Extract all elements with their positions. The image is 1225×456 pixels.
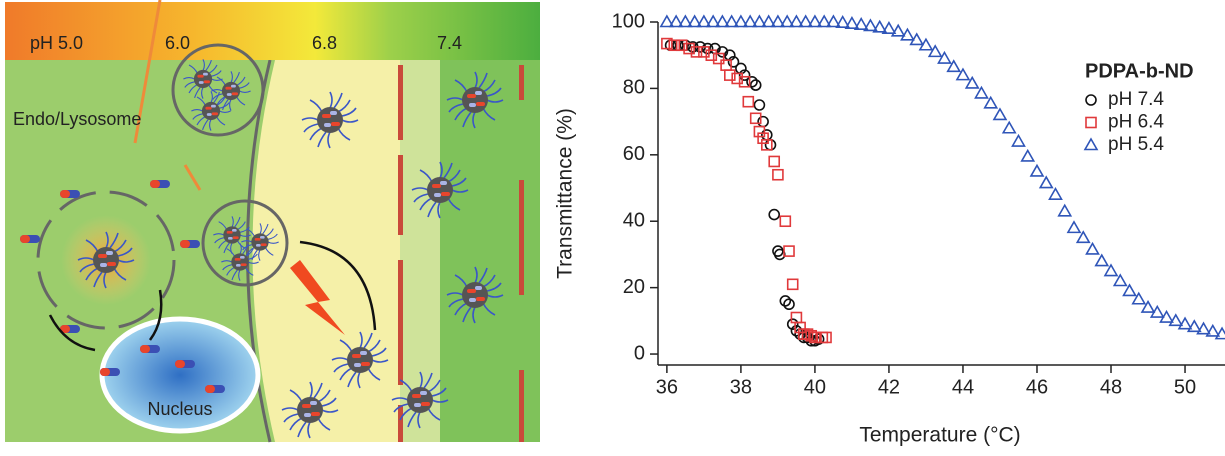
point xyxy=(766,140,776,150)
point xyxy=(1040,177,1052,188)
point xyxy=(1096,255,1108,266)
point xyxy=(780,216,790,226)
ph-label: pH 5.0 xyxy=(30,33,83,53)
y-tick-label: 80 xyxy=(623,77,645,99)
chart: 36 38 40 42 44 46 48 50 0 20 40 60 80 100 Temperature … xyxy=(554,10,1225,446)
point xyxy=(994,109,1006,120)
x-tick-label: 42 xyxy=(878,376,900,398)
point xyxy=(883,23,895,33)
legend-label: pH 7.4 xyxy=(1108,89,1164,110)
point xyxy=(985,97,997,108)
y-tick-label: 20 xyxy=(623,276,645,298)
point xyxy=(1003,122,1015,133)
illustration: pH 5.0 6.0 6.8 7.4 Endo/Lysosome Nucleus xyxy=(5,0,540,442)
legend-title: PDPA-b-ND xyxy=(1085,60,1194,82)
x-tick-label: 44 xyxy=(952,376,974,398)
point xyxy=(758,117,768,127)
point xyxy=(1068,222,1080,233)
y-axis-label: Transmittance (%) xyxy=(554,108,577,279)
point xyxy=(769,156,779,166)
point xyxy=(754,100,764,110)
nucleus-label: Nucleus xyxy=(147,399,212,419)
legend-label: pH 6.4 xyxy=(1108,112,1164,133)
y-tick-label: 100 xyxy=(612,10,645,32)
point xyxy=(1012,136,1024,147)
point xyxy=(975,87,987,98)
legend-label: pH 5.4 xyxy=(1108,134,1164,155)
point xyxy=(1031,165,1043,176)
point xyxy=(1049,189,1061,200)
point xyxy=(1114,275,1126,286)
x-tick-label: 38 xyxy=(730,376,752,398)
y-tick-label: 0 xyxy=(634,342,645,364)
point xyxy=(788,279,798,289)
point xyxy=(743,97,753,107)
point xyxy=(1124,285,1136,296)
y-tick-label: 40 xyxy=(623,210,645,232)
figure: pH 5.0 6.0 6.8 7.4 Endo/Lysosome Nucleus… xyxy=(0,0,1225,451)
ph-label: 7.4 xyxy=(437,33,462,53)
point xyxy=(1077,232,1089,243)
point xyxy=(773,170,783,180)
point xyxy=(725,70,735,80)
point xyxy=(1105,265,1117,276)
endosome-label: Endo/Lysosome xyxy=(13,109,141,129)
point xyxy=(1022,150,1034,161)
x-tick-label: 50 xyxy=(1174,376,1196,398)
x-axis-label: Temperature (°C) xyxy=(859,424,1020,447)
y-tick-label: 60 xyxy=(623,143,645,165)
x-tick-label: 40 xyxy=(804,376,826,398)
point xyxy=(1059,205,1071,216)
x-tick-label: 46 xyxy=(1026,376,1048,398)
x-tick-label: 48 xyxy=(1100,376,1122,398)
point xyxy=(762,130,772,140)
legend-marker xyxy=(1085,139,1097,150)
x-tick-label: 36 xyxy=(656,376,678,398)
point xyxy=(1087,243,1099,254)
legend-marker xyxy=(1086,95,1096,105)
ph-label: 6.8 xyxy=(312,33,337,53)
point xyxy=(769,210,779,220)
legend-marker xyxy=(1086,118,1096,128)
ph-label: 6.0 xyxy=(165,33,190,53)
